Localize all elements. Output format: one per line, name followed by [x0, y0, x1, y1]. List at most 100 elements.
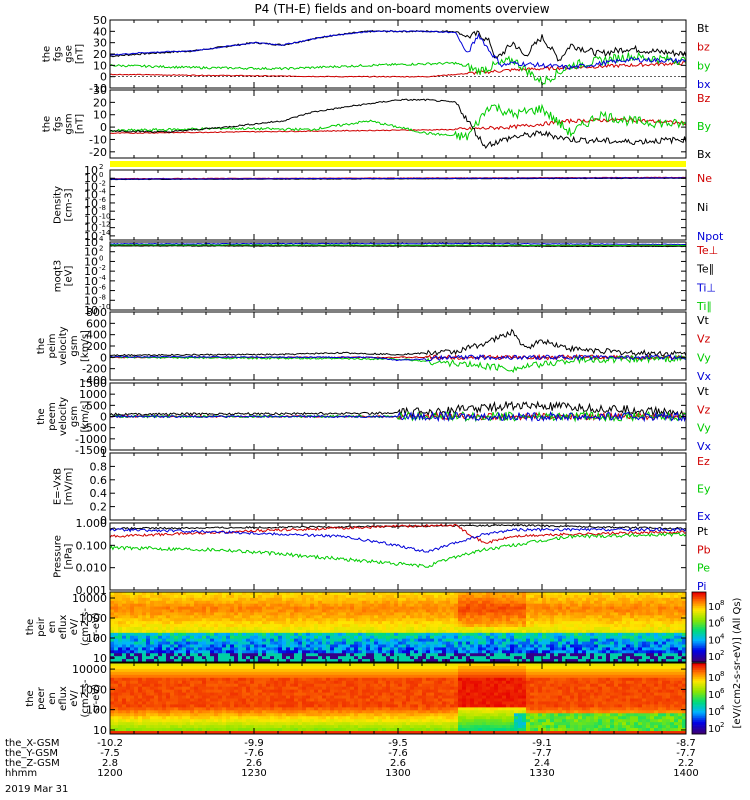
ylabel-line: en: [47, 692, 58, 705]
series-blue-line: [109, 354, 687, 362]
xaxis-row-value: -7.7: [676, 748, 696, 759]
ytick-label: 10: [84, 275, 98, 288]
ylabel-line: peim: [47, 333, 58, 358]
ytick-exponent: 4: [99, 235, 104, 243]
legend-Vz: Vz: [697, 333, 711, 346]
ytick-exponent: -10: [99, 212, 110, 220]
xaxis-row-value: 1300: [385, 768, 410, 779]
ytick-label: 10: [84, 189, 98, 202]
ylabel-line: [km/s]: [80, 330, 91, 362]
ylabel-line: velocity: [58, 326, 69, 365]
legend-Vt: Vt: [697, 385, 710, 398]
legend-Ez: Ez: [697, 455, 710, 468]
colorbar-tick-exp: 4: [720, 632, 725, 640]
plot-date: 2019 Mar 31: [5, 784, 68, 795]
panel-peim_vel: the peim velocity gsm [km/s]-400-20002004006…: [36, 306, 712, 387]
panel-yticks: 1.000 0.100 0.010 0.001: [76, 517, 686, 597]
ylabel-line: (cm2-s-: [80, 608, 91, 646]
ytick-label: 10: [84, 213, 98, 226]
legend-Ey: Ey: [697, 483, 711, 496]
ytick-exponent: -4: [99, 188, 107, 196]
ytick-label: 1000: [79, 683, 107, 696]
colorbar-tick: 10: [708, 690, 721, 701]
panel-frame: [109, 452, 687, 521]
ylabel-line: peem: [47, 402, 58, 430]
colorbar-tick: 10: [708, 619, 721, 630]
ylabel-line: eflux: [58, 615, 69, 640]
ylabel-line: gsm: [69, 335, 80, 356]
series-green-line: [109, 532, 687, 569]
ytick-exponent: 0: [99, 254, 103, 262]
legend-by: by: [697, 59, 711, 72]
ytick-exponent: -14: [99, 229, 111, 237]
ytick-label: 0: [100, 351, 107, 364]
ylabel-line: the: [42, 46, 53, 62]
panel-ylabel: the peim velocity gsm [km/s]: [36, 326, 91, 365]
legend-bz: bz: [697, 41, 710, 54]
xaxis-row-value: -7.6: [244, 748, 264, 759]
ylabel-line: [cm-3]: [64, 188, 75, 221]
ytick-label: 0.010: [76, 562, 108, 575]
ytick-label: 0.100: [76, 539, 108, 552]
ytick-label: 20: [93, 96, 107, 109]
xaxis-row-value: 2.2: [678, 758, 694, 769]
ytick-label: -400: [82, 374, 107, 387]
xaxis-row-label: the_X-GSM: [5, 738, 59, 749]
ytick-label: 10: [84, 205, 98, 218]
panel-peem_vel: the peem velocity gsm [km/s]-1500-1000-50005…: [36, 377, 712, 457]
legend-Vx: Vx: [697, 370, 712, 383]
ytick-label: 0.4: [90, 487, 108, 500]
ytick-label: 0.6: [90, 474, 108, 487]
panel-legend: Vt Vz Vy Vx: [697, 314, 712, 383]
ytick-label: 1.000: [76, 517, 108, 530]
series-red-line: [109, 117, 687, 135]
ytick-label: -1500: [75, 444, 107, 457]
legend-Te∥: Te∥: [696, 263, 714, 276]
legend-Te⊥: Te⊥: [696, 244, 718, 257]
ylabel-line: [mV/m]: [64, 468, 75, 506]
panel-legend: Bt bz by bx: [697, 22, 711, 91]
legend-Vz: Vz: [697, 403, 711, 416]
ytick-exponent: -2: [99, 264, 106, 272]
colorbar-tick: 10: [708, 707, 721, 718]
panel-series: [109, 328, 687, 373]
ylabel-line: gsm: [69, 406, 80, 427]
panel-ylabel: the fgs gse [nT]: [42, 44, 86, 64]
series-black-line: [109, 400, 687, 419]
ytick-label: 600: [86, 317, 107, 330]
series-blue-line: [109, 177, 687, 180]
ytick-exponent: -8: [99, 204, 106, 212]
legend-Ex: Ex: [697, 510, 711, 523]
ylabel-line: sr-eV): [91, 612, 102, 641]
ylabel-line: peer: [36, 686, 47, 710]
ytick-exponent: -6: [99, 196, 107, 204]
ylabel-line: [km/s]: [80, 400, 91, 432]
ytick-label: -1000: [75, 433, 107, 446]
ylabel-line: the: [36, 408, 47, 424]
panel-frame: [109, 241, 687, 311]
xaxis-row-value: -9.9: [244, 738, 264, 749]
ytick-label: 10: [84, 172, 98, 185]
ylabel-line: moqt3: [53, 260, 64, 293]
plot-title: P4 (TH-E) fields and on-board moments ov…: [254, 2, 549, 16]
xaxis-row-value: -7.7: [532, 748, 552, 759]
legend-Bz: Bz: [697, 92, 711, 105]
ytick-label: 10: [84, 197, 98, 210]
panel-legend: Te⊥ Te∥ Ti⊥ Ti∥: [696, 244, 718, 313]
panel-efield: E=-VxB [mV/m] 00.20.40.60.81 Ez Ey Ex: [53, 447, 711, 527]
legend-Bt: Bt: [697, 22, 710, 35]
series-blue-line: [109, 30, 687, 71]
ytick-exponent: -10: [99, 303, 110, 311]
ylabel-line: eflux: [58, 686, 69, 711]
legend-Vy: Vy: [697, 422, 711, 435]
spectrogram-cells: [110, 592, 687, 663]
xaxis-row-value: -8.7: [676, 738, 696, 749]
panel-ylabel: E=-VxB [mV/m]: [53, 468, 75, 506]
panel-ylabel: the fgs gsm [nT]: [42, 113, 86, 134]
